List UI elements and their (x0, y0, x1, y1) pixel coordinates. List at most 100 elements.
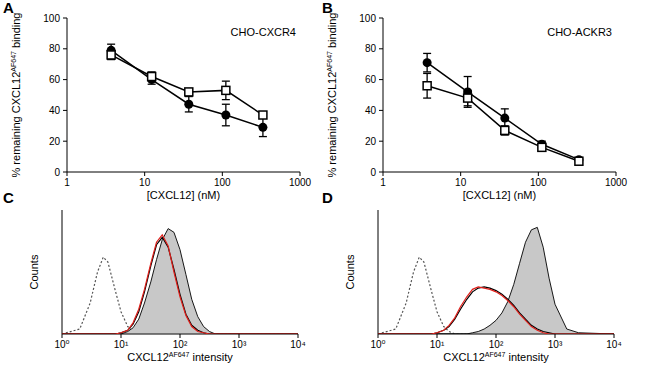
error-bar (222, 81, 230, 99)
line (111, 55, 263, 115)
x-tick-label: 10⁴ (606, 339, 621, 350)
error-bar (423, 53, 431, 71)
x-tick-label: 10⁰ (370, 339, 385, 350)
y-tick (379, 172, 383, 173)
x-tick (298, 334, 299, 338)
panel-label: C (3, 189, 14, 206)
area (62, 229, 298, 334)
panel: C10⁰10¹10²10³10⁴CXCL12AF647 intensityCou… (3, 189, 306, 363)
x-tick (180, 334, 181, 338)
error-cap (222, 104, 230, 105)
x-axis (67, 172, 300, 173)
x-axis-label-part: intensity (505, 351, 549, 363)
error-cap (222, 125, 230, 126)
x-tick-label: 10⁰ (54, 339, 69, 350)
y-tick-label: 20 (49, 136, 61, 147)
panel: A1101001000020406080100[CXCL12] (nM)% re… (3, 0, 312, 201)
error-cap (222, 99, 230, 100)
error-cap (423, 71, 431, 72)
marker-square (107, 51, 115, 59)
line (378, 287, 614, 334)
marker-circle (258, 123, 267, 132)
area (378, 227, 614, 334)
x-tick (460, 172, 461, 176)
x-tick-label: 10² (173, 339, 188, 350)
marker-circle (221, 111, 230, 120)
x-tick-label: 1000 (605, 177, 628, 188)
chart-title: CHO-CXCR4 (231, 26, 296, 38)
x-tick (67, 172, 68, 176)
y-tick-label: 20 (365, 136, 377, 147)
y-tick (379, 18, 383, 19)
error-cap (501, 108, 509, 109)
y-tick-label: 40 (49, 105, 61, 116)
y-tick-label: 60 (49, 74, 61, 85)
y-axis-label-part: binding (10, 13, 22, 52)
y-axis (378, 210, 379, 334)
x-axis-label-part: CXCL12 (443, 351, 485, 363)
y-axis-label-part: AF647 (10, 51, 17, 72)
x-axis-label: [CXCL12] (nM) (463, 189, 536, 201)
x-tick (614, 334, 615, 338)
error-bar (464, 90, 472, 105)
y-tick-label: 80 (365, 43, 377, 54)
x-tick-label: 10¹ (430, 339, 445, 350)
marker-square (575, 157, 583, 165)
line (62, 235, 298, 334)
error-bar (185, 89, 193, 95)
line (378, 287, 614, 334)
x-axis-label-part: AF647 (169, 351, 190, 358)
x-tick-label: 1000 (289, 177, 312, 188)
x-tick (616, 172, 617, 176)
x-tick-label: 10³ (232, 339, 247, 350)
y-tick (63, 48, 67, 49)
error-cap (464, 90, 472, 91)
line (427, 86, 579, 161)
y-tick-label: 80 (49, 43, 61, 54)
chart-title: CHO-ACKR3 (547, 26, 612, 38)
error-bar (148, 72, 156, 81)
x-tick (383, 172, 384, 176)
marker-circle (500, 114, 509, 123)
y-tick (379, 48, 383, 49)
marker-circle (423, 58, 432, 67)
marker-square (538, 143, 546, 151)
x-axis-label-part: AF647 (485, 351, 506, 358)
x-tick-label: 100 (214, 177, 231, 188)
error-cap (423, 53, 431, 54)
x-axis-label-part: CXCL12 (127, 351, 169, 363)
y-tick-label: 100 (43, 13, 60, 24)
marks (378, 227, 614, 334)
error-cap (464, 76, 472, 77)
error-cap (464, 107, 472, 108)
y-tick-label: 0 (370, 167, 376, 178)
y-tick-label: 60 (365, 74, 377, 85)
figure: A1101001000020406080100[CXCL12] (nM)% re… (0, 0, 650, 365)
x-tick (496, 334, 497, 338)
x-tick (538, 172, 539, 176)
y-axis-label-part: % remaining CXCL12 (10, 72, 22, 178)
y-tick (379, 110, 383, 111)
x-tick-label: 1 (380, 177, 386, 188)
y-tick-label: 0 (54, 167, 60, 178)
marker-circle (184, 100, 193, 109)
y-tick (63, 79, 67, 80)
x-tick-label: 1 (64, 177, 70, 188)
y-tick (63, 110, 67, 111)
x-tick (300, 172, 301, 176)
y-tick (379, 141, 383, 142)
marker-square (148, 73, 156, 81)
marker-square (185, 88, 193, 96)
panel: D10⁰10¹10²10³10⁴CXCL12AF647 intensityCou… (322, 189, 622, 363)
x-axis (383, 172, 616, 173)
x-axis-label: [CXCL12] (nM) (147, 189, 220, 201)
x-tick-label: 10 (455, 177, 467, 188)
error-bar (464, 77, 472, 108)
y-axis-label: % remaining CXCL12AF647 binding (10, 13, 22, 178)
error-bar (423, 73, 431, 98)
y-axis-label-part: % remaining CXCL12 (326, 72, 338, 178)
panel-label: D (322, 189, 333, 206)
y-tick (63, 172, 67, 173)
error-bar (107, 50, 115, 59)
x-tick-label: 10 (139, 177, 151, 188)
